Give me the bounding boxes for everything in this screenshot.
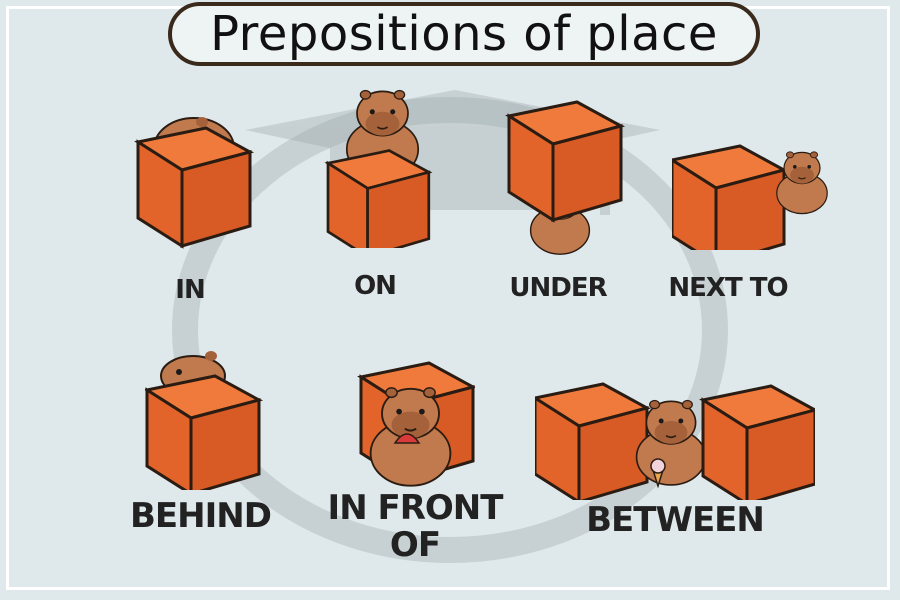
label-between: BETWEEN <box>586 500 765 540</box>
page-title: Prepositions of place <box>168 2 760 66</box>
label-on: ON <box>354 271 397 301</box>
scene-in <box>136 117 252 248</box>
label-in-front-of-line2: OF <box>389 525 441 566</box>
label-in-front-of-line1: IN FRONT <box>327 488 504 528</box>
scene-next-to <box>672 144 828 250</box>
scene-behind <box>145 351 261 490</box>
scene-under <box>507 100 623 255</box>
scene-in-front-of <box>359 361 475 487</box>
label-in: IN <box>175 275 205 305</box>
label-in-front-of: IN FRONT OF <box>325 488 505 566</box>
scene-on <box>326 89 431 248</box>
label-under: UNDER <box>509 273 607 303</box>
label-behind: BEHIND <box>130 496 272 536</box>
scene-between <box>535 382 815 500</box>
label-next-to: NEXT TO <box>668 273 788 303</box>
